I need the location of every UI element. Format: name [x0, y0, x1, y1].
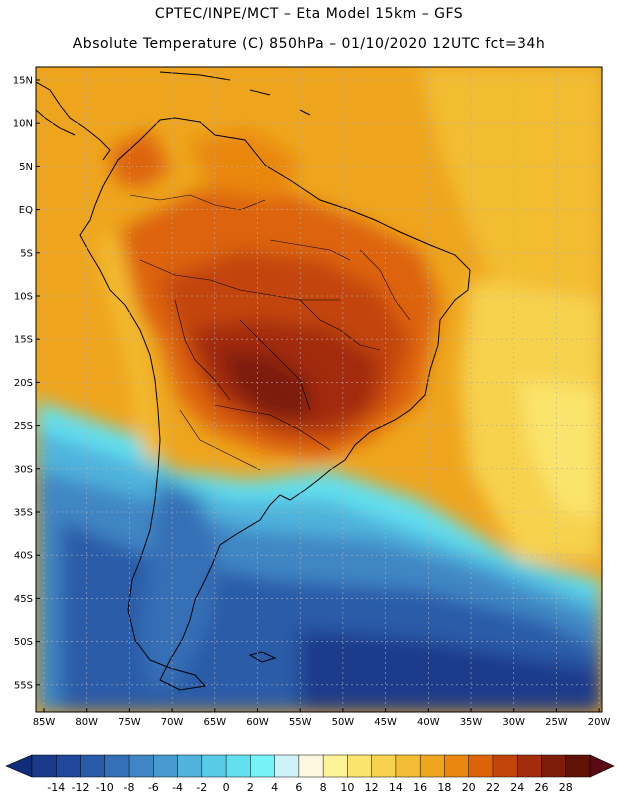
- colorbar-swatch: [177, 754, 203, 778]
- lat-tick-label: 20S: [14, 378, 33, 389]
- lon-tick-label: 85W: [33, 717, 56, 728]
- lat-tick-label: 5N: [19, 162, 33, 173]
- colorbar-label: 22: [486, 781, 500, 794]
- colorbar-swatch: [31, 754, 57, 778]
- longitude-labels: 85W 80W 75W 70W 65W 60W 55W 50W 45W 40W 35W 30W 25W 2…: [33, 708, 611, 728]
- colorbar-swatch: [371, 754, 397, 778]
- colorbar-label: 6: [295, 781, 302, 794]
- colorbar-under-arrow: [5, 754, 33, 778]
- colorbar-swatch: [153, 754, 179, 778]
- colorbar-swatch: [444, 754, 470, 778]
- lon-tick-label: 80W: [75, 717, 98, 728]
- colorbar-swatch: [201, 754, 227, 778]
- lon-tick-label: 55W: [289, 717, 312, 728]
- coastlines: [36, 71, 471, 691]
- graticule: [36, 67, 602, 712]
- colorbar-label: 20: [462, 781, 476, 794]
- lat-tick-label: 5S: [20, 248, 33, 259]
- colorbar-swatch: [274, 754, 300, 778]
- colorbar-label: 10: [340, 781, 354, 794]
- colorbar-label: 2: [247, 781, 254, 794]
- colorbar-swatch: [419, 754, 445, 778]
- colorbar-swatch: [104, 754, 130, 778]
- lon-tick-label: 45W: [374, 717, 397, 728]
- lat-tick-label: 25S: [14, 421, 33, 432]
- lon-tick-label: 30W: [502, 717, 525, 728]
- colorbar-swatch: [516, 754, 543, 778]
- colorbar-label: 0: [223, 781, 230, 794]
- chart-title-line2: Absolute Temperature (C) 850hPa – 01/10/…: [72, 36, 546, 52]
- colorbar-swatch: [565, 754, 591, 778]
- colorbar-label: -4: [172, 781, 183, 794]
- colorbar-over-arrow: [589, 754, 615, 778]
- lat-tick-label: 15N: [13, 76, 33, 87]
- lon-tick-label: 50W: [332, 717, 355, 728]
- colorbar-label: 24: [510, 781, 524, 794]
- colorbar-label: -2: [196, 781, 207, 794]
- coastline-falklands: [248, 651, 277, 663]
- lat-tick-label: 55S: [14, 680, 33, 691]
- colorbar-swatch: [492, 754, 518, 778]
- lon-tick-label: 75W: [118, 717, 141, 728]
- colorbar-swatch: [250, 754, 276, 778]
- colorbar-label: -8: [124, 781, 135, 794]
- colorbar-label: -6: [148, 781, 159, 794]
- lat-tick-label: 30S: [14, 464, 33, 475]
- colorbar-swatch: [322, 754, 348, 778]
- colorbar-label: 18: [437, 781, 451, 794]
- lat-tick-label: 50S: [14, 637, 33, 648]
- lon-tick-label: 20W: [588, 717, 611, 728]
- colorbar-swatch: [541, 754, 567, 778]
- colorbar-label: 14: [389, 781, 403, 794]
- colorbar-swatch: [56, 754, 82, 778]
- map-frame: [35, 66, 603, 713]
- colorbar-label: 16: [413, 781, 427, 794]
- colorbar-swatch: [468, 754, 494, 778]
- latitude-labels: 15N 10N 5N EQ 5S 10S 15S 20S 25S 30S 35S 40S 45S 50S 5…: [13, 76, 40, 691]
- lat-tick-label: 10S: [14, 292, 33, 303]
- lat-tick-label: 40S: [14, 551, 33, 562]
- lat-tick-label: 10N: [13, 119, 33, 130]
- colorbar-label: -14: [47, 781, 65, 794]
- lat-tick-label: 45S: [14, 594, 33, 605]
- temperature-field: [36, 67, 602, 712]
- colorbar-swatch: [395, 754, 421, 778]
- colorbar-label: 28: [559, 781, 573, 794]
- colorbar-label: 12: [365, 781, 379, 794]
- colorbar-label: 4: [271, 781, 278, 794]
- colorbar-swatch: [128, 754, 154, 778]
- colorbar-label: -10: [96, 781, 114, 794]
- coastline-south-america: [79, 117, 471, 691]
- lat-tick-label: 35S: [14, 508, 33, 519]
- colorbar-swatch: [347, 754, 373, 778]
- country-borders: [129, 194, 411, 471]
- colorbar: -14 -12 -10 -8 -6 -4 -2 0 2 4 6 8 10 12 14 16 18 20 22 24 26…: [5, 754, 615, 794]
- lon-tick-label: 40W: [417, 717, 440, 728]
- coastline-caribbean-islands: [159, 71, 311, 116]
- colorbar-swatch: [298, 754, 324, 778]
- lon-tick-label: 65W: [203, 717, 226, 728]
- chart-title-line1: CPTEC/INPE/MCT – Eta Model 15km – GFS: [154, 6, 464, 22]
- lat-tick-label: 15S: [14, 335, 33, 346]
- colorbar-label: 8: [320, 781, 327, 794]
- colorbar-label: -12: [72, 781, 90, 794]
- lon-tick-label: 35W: [460, 717, 483, 728]
- colorbar-swatch: [225, 754, 251, 778]
- lon-tick-label: 60W: [246, 717, 269, 728]
- lon-tick-label: 25W: [545, 717, 568, 728]
- lon-tick-label: 70W: [161, 717, 184, 728]
- colorbar-label: 26: [534, 781, 548, 794]
- colorbar-swatch: [80, 754, 106, 778]
- lat-tick-label: EQ: [19, 205, 33, 216]
